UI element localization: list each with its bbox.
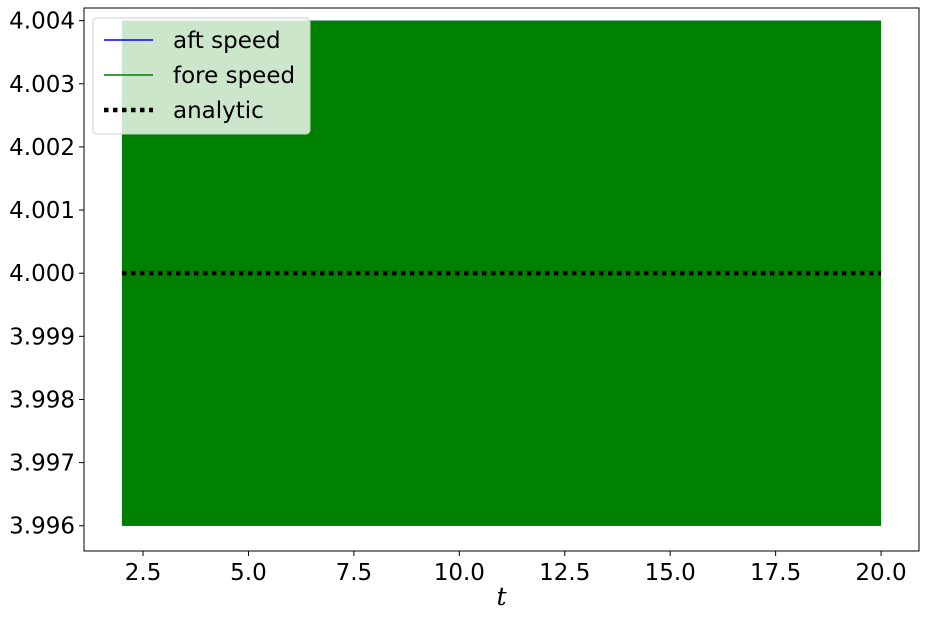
x-tick-label: 20.0 [855,560,906,586]
y-axis-ticks: 3.996 3.997 3.998 3.999 4.000 4.001 4.002 4.003… [9,9,84,540]
axes-frame [83,7,920,552]
legend-label-fore-speed: fore speed [173,63,295,89]
legend: aft speed fore speed analytic [92,17,311,135]
x-tick-label: 2.5 [125,560,162,586]
y-tick-label: 3.996 [9,514,75,540]
legend-label-aft-speed: aft speed [173,28,281,54]
y-tick-label: 4.003 [9,72,75,98]
x-axis-ticks: 2.5 5.0 7.5 10.0 12.5 15.0 17.5 20.0 [125,551,907,586]
legend-box [92,17,311,135]
axes [83,7,920,552]
y-tick-label: 4.004 [9,9,75,35]
y-tick-label: 4.002 [9,135,75,161]
y-tick-label: 3.999 [9,324,75,350]
legend-label-analytic: analytic [173,98,264,124]
x-tick-label: 5.0 [230,560,267,586]
y-tick-label: 4.001 [9,198,75,224]
x-tick-label: 12.5 [539,560,590,586]
x-tick-label: 10.0 [434,560,485,586]
x-axis-label: t [496,582,507,611]
x-tick-label: 7.5 [336,560,373,586]
y-tick-label: 3.998 [9,387,75,413]
y-tick-label: 3.997 [9,451,75,477]
x-tick-label: 15.0 [645,560,696,586]
y-tick-label: 4.000 [9,261,75,287]
x-tick-label: 17.5 [750,560,801,586]
